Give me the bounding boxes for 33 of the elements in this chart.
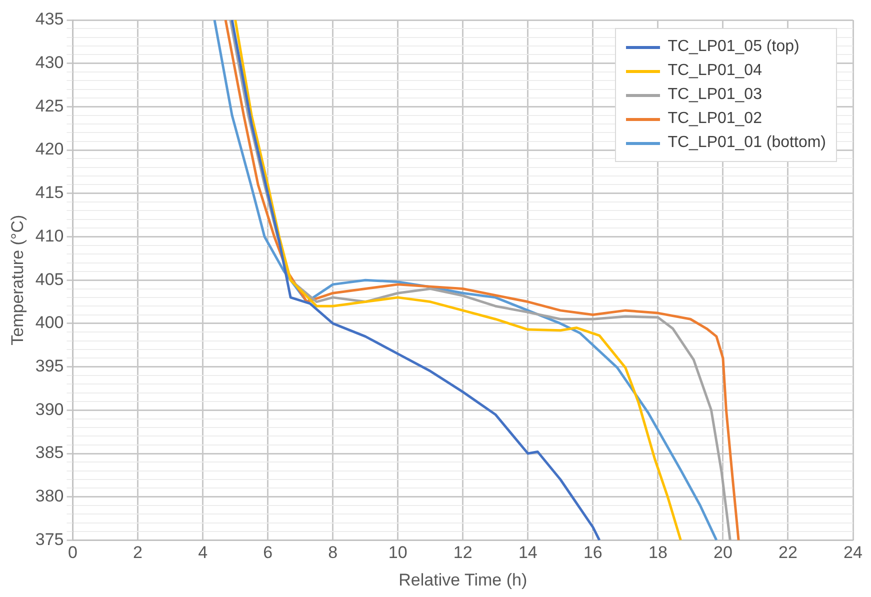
x-tick-label: 2 xyxy=(133,543,143,562)
x-tick-label: 22 xyxy=(778,543,798,562)
y-tick-label: 420 xyxy=(35,140,64,159)
legend-label: TC_LP01_02 xyxy=(668,110,762,128)
y-tick-label: 400 xyxy=(35,313,64,332)
x-tick-label: 8 xyxy=(328,543,338,562)
x-tick-label: 4 xyxy=(198,543,208,562)
legend-label: TC_LP01_05 (top) xyxy=(668,38,800,56)
y-tick-label: 390 xyxy=(35,400,64,419)
y-axis-title: Temperature (°C) xyxy=(8,214,27,346)
y-tick-label: 380 xyxy=(35,486,64,506)
x-tick-label: 0 xyxy=(68,543,78,562)
x-tick-label: 18 xyxy=(648,543,668,562)
y-tick-label: 425 xyxy=(35,96,64,116)
x-tick-label: 20 xyxy=(714,543,732,562)
x-tick-label: 12 xyxy=(453,543,472,562)
legend-label: TC_LP01_03 xyxy=(668,86,762,104)
legend-label: TC_LP01_01 (bottom) xyxy=(668,134,826,152)
x-axis-title: Relative Time (h) xyxy=(398,570,528,590)
x-tick-label: 14 xyxy=(518,543,538,562)
x-tick-label: 6 xyxy=(263,543,273,562)
y-tick-label: 435 xyxy=(35,10,64,29)
legend-label: TC_LP01_04 xyxy=(668,62,762,80)
y-tick-label: 405 xyxy=(35,270,64,289)
y-tick-label: 430 xyxy=(35,53,64,72)
y-tick-label: 415 xyxy=(35,183,64,202)
y-tick-label: 385 xyxy=(35,443,64,462)
y-tick-label: 410 xyxy=(35,226,64,246)
y-tick-label: 375 xyxy=(35,530,64,549)
y-tick-label: 395 xyxy=(35,356,64,376)
x-tick-label: 16 xyxy=(583,543,602,562)
x-tick-label: 10 xyxy=(388,543,408,562)
x-tick-label: 24 xyxy=(844,543,862,562)
